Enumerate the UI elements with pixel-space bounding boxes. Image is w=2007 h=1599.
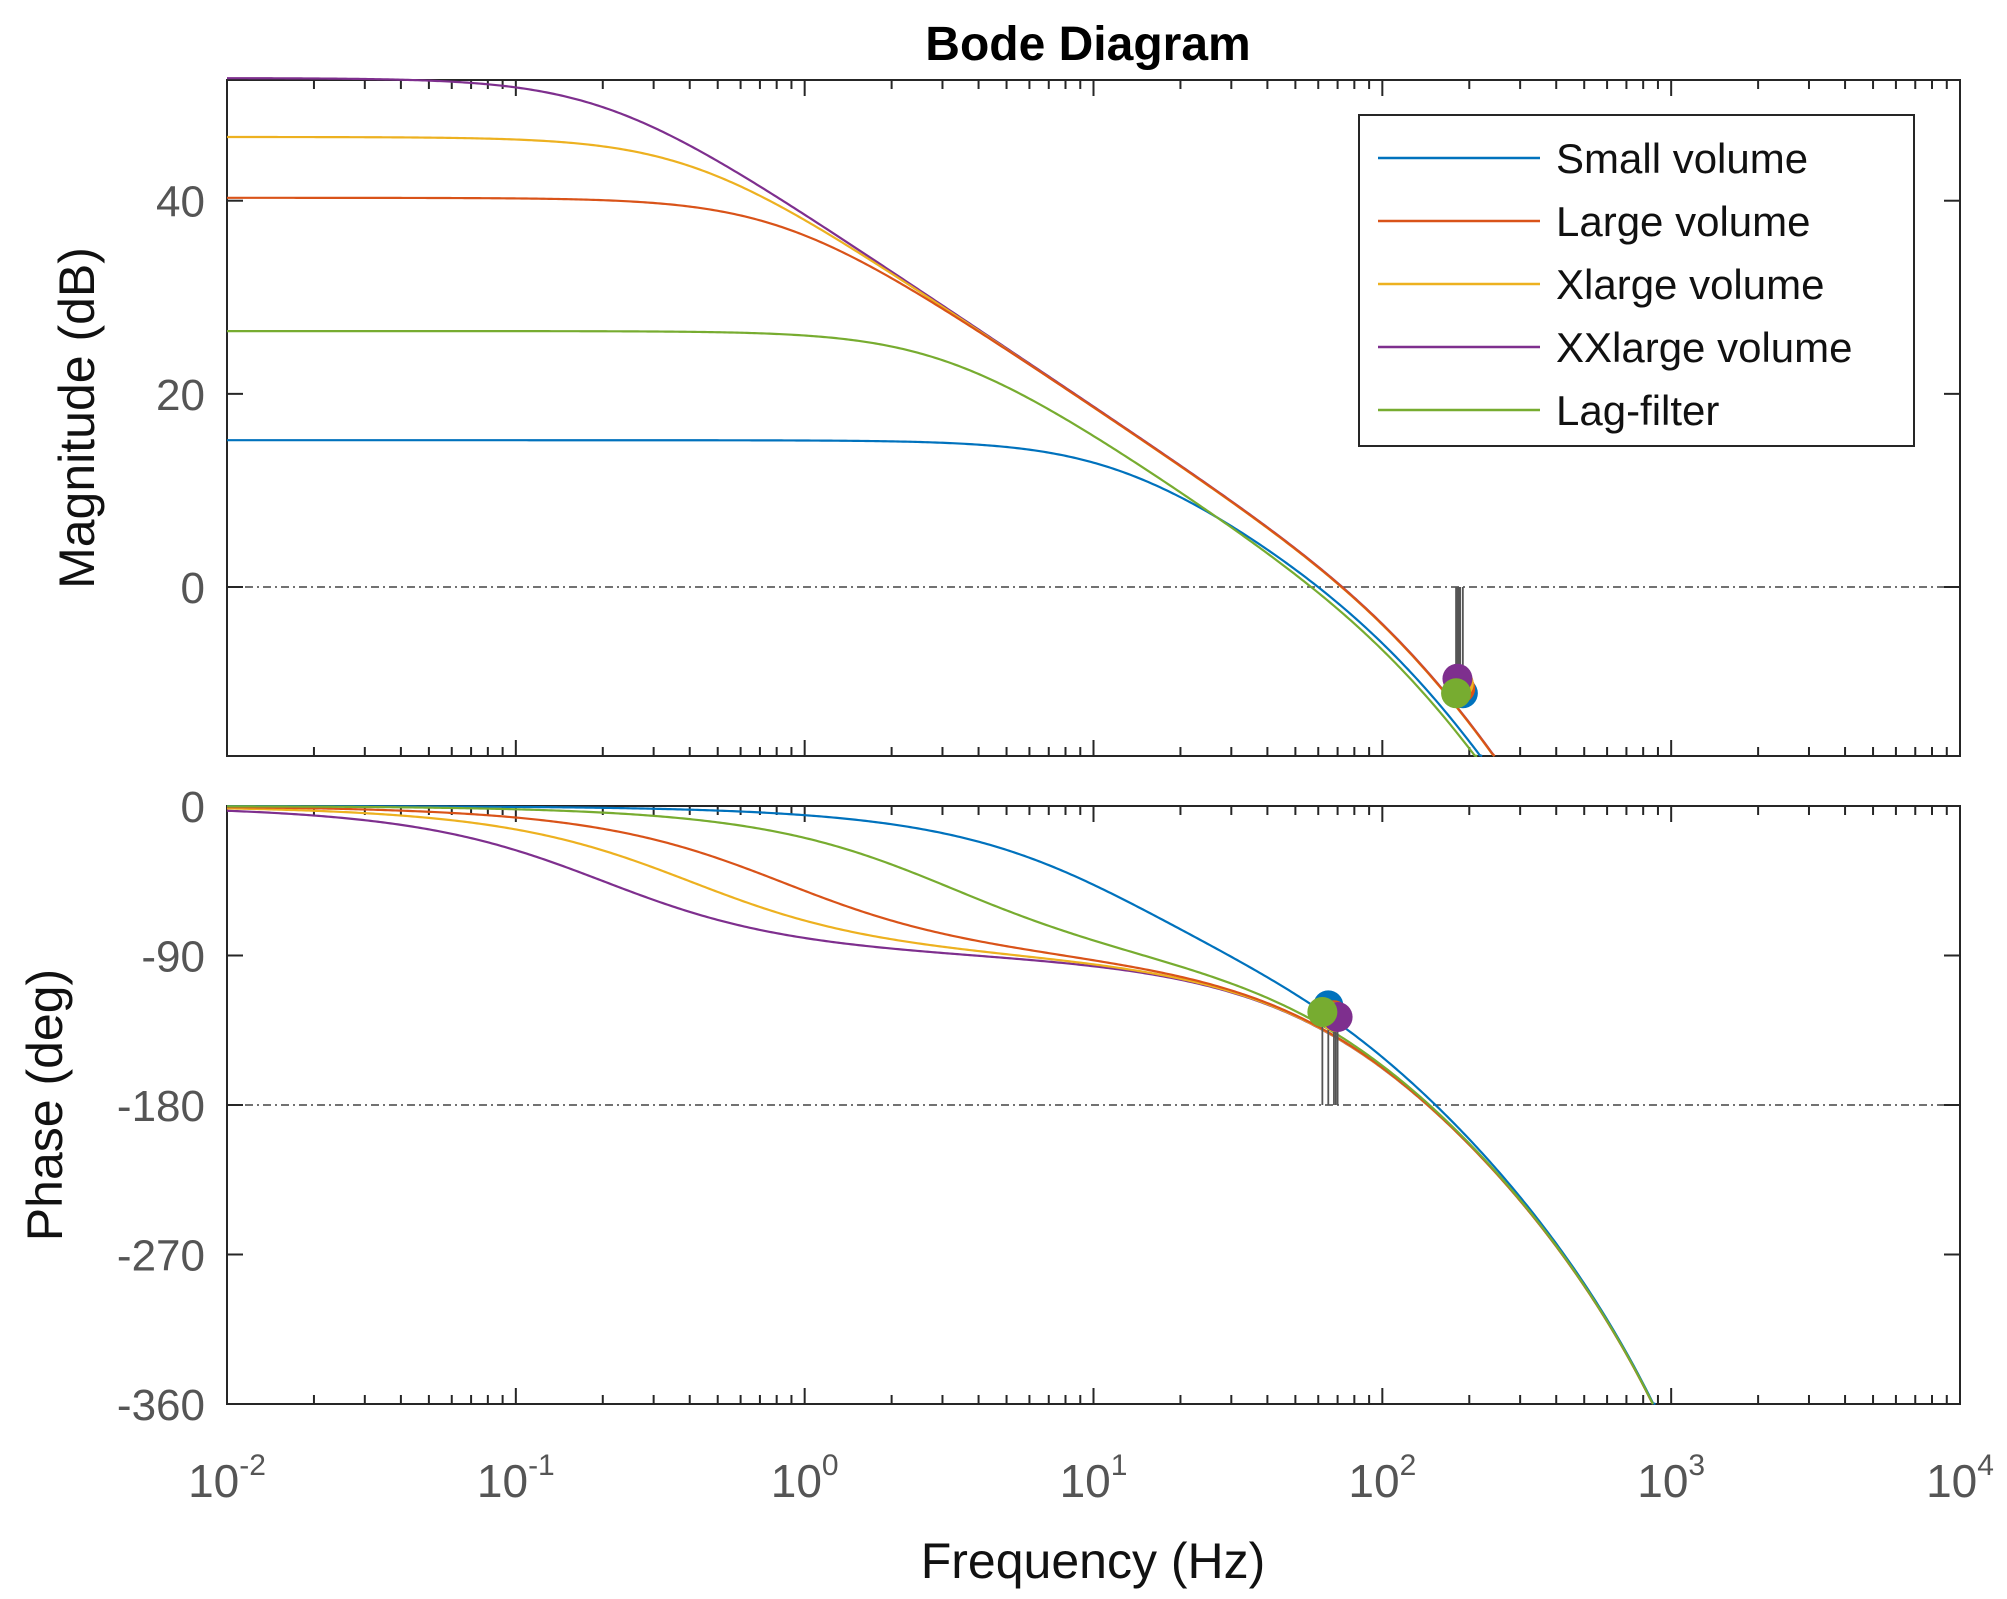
magnitude-line-lag-filter: [227, 329, 1478, 758]
magnitude-y-tick-label: 20: [156, 371, 205, 420]
phase-y-tick-label: 0: [181, 783, 205, 832]
x-tick-label: 103: [1637, 1449, 1705, 1507]
phase-line-lag-filter: [226, 805, 1654, 1405]
legend: Small volume Large volume Xlarge volume XXl…: [1358, 114, 1915, 447]
magnitude-line-small-volume: [227, 439, 1483, 758]
phase-y-tick-label: -180: [117, 1082, 205, 1131]
legend-label-small-volume: Small volume: [1556, 135, 1808, 182]
magnitude-line-large-volume: [227, 196, 1496, 757]
phase-y-tick-label: -360: [117, 1381, 205, 1430]
phase-axis-label: Phase (deg): [17, 969, 73, 1241]
legend-label-large-volume: Large volume: [1556, 198, 1810, 245]
legend-label-lag-filter: Lag-filter: [1556, 387, 1719, 434]
x-tick-label: 104: [1926, 1449, 1994, 1507]
chart-title: Bode Diagram: [925, 18, 1250, 71]
legend-box: [1358, 114, 1915, 447]
x-tick-label: 102: [1348, 1449, 1416, 1507]
x-tick-label: 101: [1060, 1449, 1128, 1507]
phase-margin-marker-lag-filter: [1307, 996, 1338, 1027]
x-axis-label: Frequency (Hz): [921, 1533, 1266, 1589]
phase-y-tick-label: -90: [141, 933, 205, 982]
x-tick-label: 10-2: [188, 1449, 266, 1507]
legend-label-xlarge-volume: Xlarge volume: [1556, 261, 1824, 308]
phase-axes: 0 -90 -180 -270 -360 Phase (deg): [17, 783, 1961, 1430]
x-tick-label: 10-1: [477, 1449, 555, 1507]
legend-label-xxlarge-volume: XXlarge volume: [1556, 324, 1852, 371]
magnitude-y-tick-label: 40: [156, 178, 205, 227]
x-tick-labels: 10-2 10-1 100 101 102 103 104: [188, 1449, 1994, 1507]
phase-line-large-volume: [226, 806, 1654, 1405]
phase-y-tick-label: -270: [117, 1232, 205, 1281]
gain-margin-marker-lag-filter: [1441, 678, 1472, 709]
magnitude-y-tick-label: 0: [181, 564, 205, 613]
x-tick-label: 100: [771, 1449, 839, 1507]
phase-line-small-volume: [227, 804, 1656, 1406]
magnitude-axis-label: Magnitude (dB): [49, 247, 105, 589]
